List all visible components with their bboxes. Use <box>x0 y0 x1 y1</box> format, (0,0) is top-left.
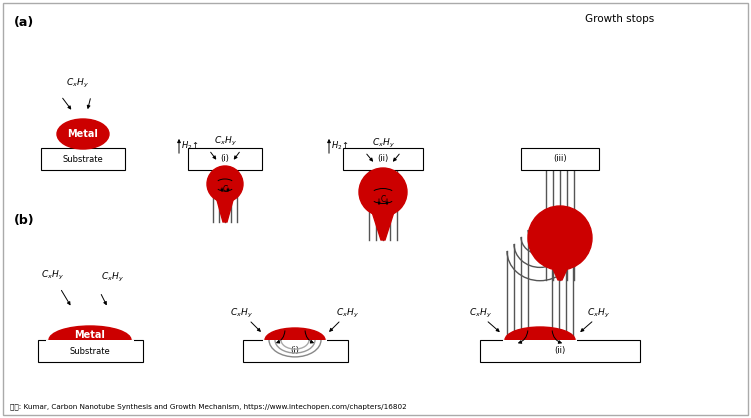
Bar <box>343 148 423 170</box>
Text: Growth stops: Growth stops <box>585 14 655 24</box>
Text: 출치: Kumar, Carbon Nanotube Synthesis and Growth Mechanism, https://www.intechope: 출치: Kumar, Carbon Nanotube Synthesis and… <box>10 403 407 410</box>
Text: $C_xH_y$: $C_xH_y$ <box>41 269 63 282</box>
Text: $C_xH_y$: $C_xH_y$ <box>336 307 358 320</box>
Text: $C_xH_y$: $C_xH_y$ <box>587 307 610 320</box>
Bar <box>521 148 599 170</box>
Text: (ii): (ii) <box>554 347 566 355</box>
Text: C: C <box>222 184 228 194</box>
Text: $C_xH_y$: $C_xH_y$ <box>101 271 123 284</box>
Text: $C_xH_y$: $C_xH_y$ <box>213 135 237 148</box>
Text: (i): (i) <box>221 155 230 163</box>
Bar <box>38 340 143 362</box>
Ellipse shape <box>505 327 575 353</box>
Polygon shape <box>371 209 395 240</box>
Bar <box>243 340 348 362</box>
Bar <box>503 340 577 354</box>
Text: $H_2$↑: $H_2$↑ <box>331 140 348 152</box>
Circle shape <box>207 166 243 202</box>
Text: (i): (i) <box>291 347 300 355</box>
Text: (b): (b) <box>14 214 35 227</box>
Bar <box>46 340 134 356</box>
Text: Metal: Metal <box>68 129 98 139</box>
Text: C: C <box>380 196 385 204</box>
Bar <box>188 148 262 170</box>
Bar <box>480 340 640 362</box>
Text: (iii): (iii) <box>553 155 567 163</box>
Ellipse shape <box>265 328 325 352</box>
Text: $C_xH_y$: $C_xH_y$ <box>469 307 491 320</box>
Ellipse shape <box>49 326 131 354</box>
Text: $C_xH_y$: $C_xH_y$ <box>65 77 89 90</box>
Ellipse shape <box>57 119 109 149</box>
Text: $C_xH_y$: $C_xH_y$ <box>230 307 252 320</box>
Polygon shape <box>549 260 571 280</box>
Text: (a): (a) <box>14 16 35 29</box>
Bar <box>41 148 125 170</box>
Polygon shape <box>216 196 234 222</box>
Text: Substrate: Substrate <box>62 155 104 163</box>
Bar <box>263 340 327 354</box>
Text: $H_2$↑: $H_2$↑ <box>181 140 198 152</box>
Text: $C_xH_y$: $C_xH_y$ <box>372 137 394 150</box>
Circle shape <box>528 206 592 270</box>
Text: Metal: Metal <box>74 330 105 340</box>
Text: (ii): (ii) <box>377 155 388 163</box>
Circle shape <box>359 168 407 216</box>
Text: Substrate: Substrate <box>70 347 110 355</box>
